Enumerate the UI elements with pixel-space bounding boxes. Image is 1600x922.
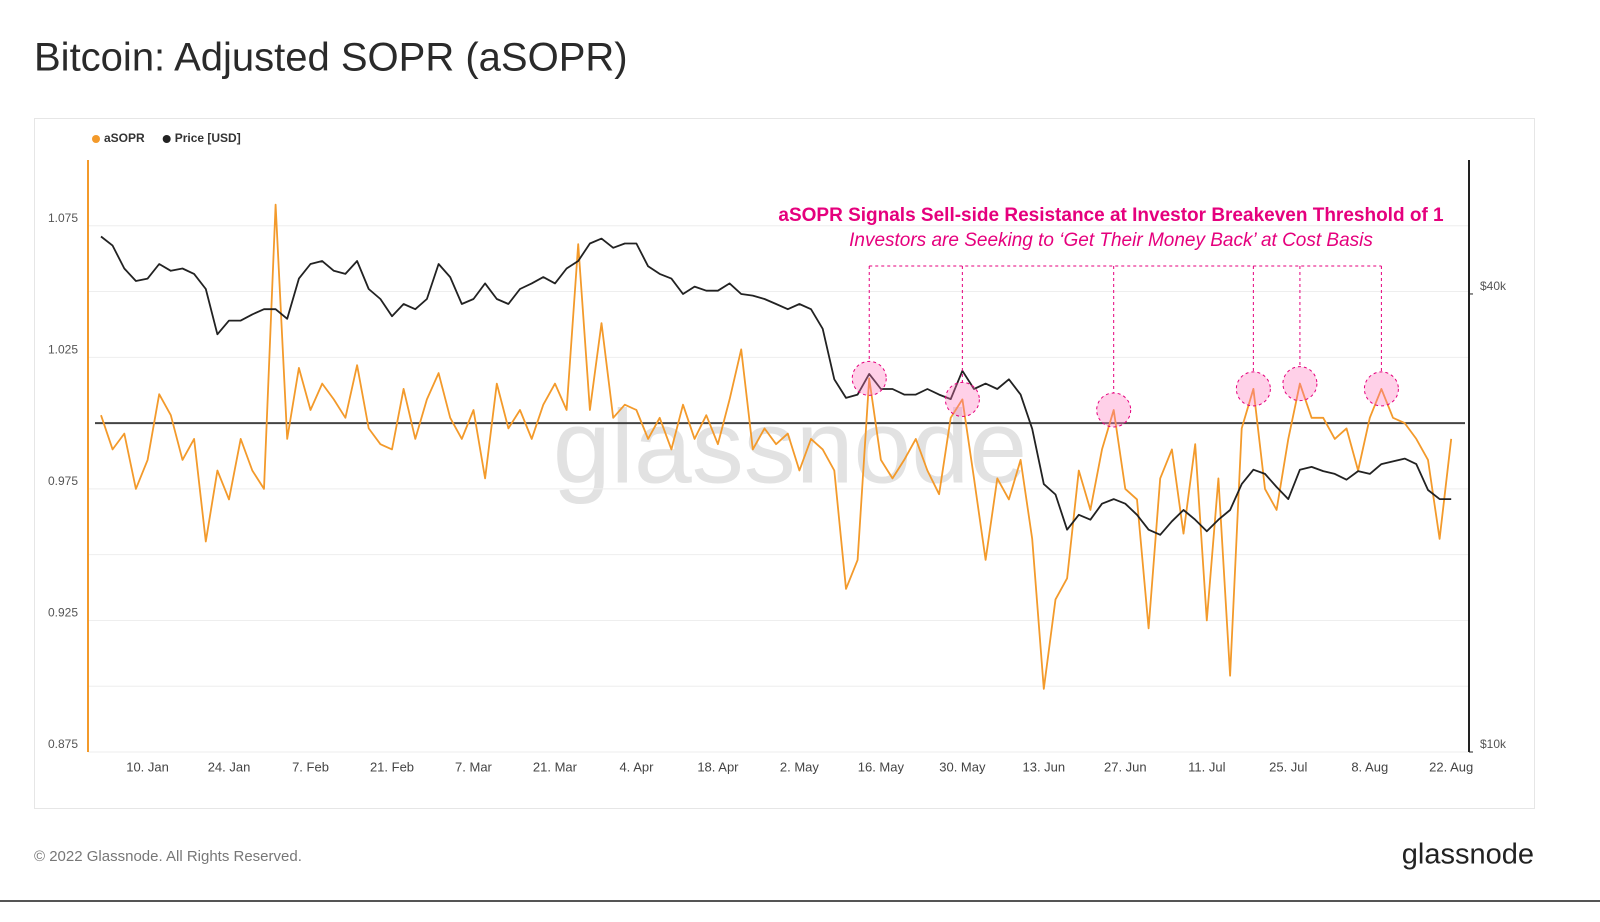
- x-tick-label: 4. Apr: [619, 759, 654, 774]
- y-tick-label: 1.075: [48, 211, 78, 225]
- y2-tick-label: $40k: [1480, 279, 1507, 293]
- x-tick-label: 25. Jul: [1269, 759, 1307, 774]
- x-tick-label: 18. Apr: [697, 759, 739, 774]
- annotation-title: aSOPR Signals Sell-side Resistance at In…: [778, 205, 1444, 226]
- annotation-subtitle: Investors are Seeking to ‘Get Their Mone…: [849, 230, 1373, 251]
- x-tick-label: 8. Aug: [1351, 759, 1388, 774]
- logo: glassnode: [1402, 839, 1534, 871]
- x-tick-label: 30. May: [939, 759, 986, 774]
- series-line: [100, 235, 1452, 536]
- x-tick-label: 21. Feb: [370, 759, 414, 774]
- highlight-circle: [851, 360, 887, 396]
- legend-label: Price [USD]: [175, 131, 241, 145]
- x-tick-label: 10. Jan: [126, 759, 169, 774]
- highlight-circle: [1363, 371, 1399, 407]
- x-tick-label: 7. Feb: [292, 759, 329, 774]
- legend-marker: [92, 135, 100, 143]
- x-tick-label: 7. Mar: [455, 759, 493, 774]
- x-tick-label: 2. May: [780, 759, 820, 774]
- y-tick-label: 1.025: [48, 343, 78, 357]
- footer: © 2022 Glassnode. All Rights Reserved.: [34, 848, 302, 865]
- highlight-circle: [1096, 392, 1132, 428]
- x-tick-label: 24. Jan: [208, 759, 251, 774]
- x-tick-label: 13. Jun: [1023, 759, 1066, 774]
- x-tick-label: 16. May: [858, 759, 905, 774]
- x-tick-label: 27. Jun: [1104, 759, 1147, 774]
- x-tick-label: 11. Jul: [1188, 759, 1225, 774]
- y-tick-label: 0.925: [48, 606, 78, 620]
- page-title: Bitcoin: Adjusted SOPR (aSOPR): [34, 36, 628, 80]
- x-tick-label: 21. Mar: [533, 759, 578, 774]
- highlight-circle: [1235, 371, 1271, 407]
- highlight-circle: [1282, 366, 1318, 402]
- series-line: [100, 203, 1453, 690]
- y-tick-label: 0.975: [48, 474, 78, 488]
- x-tick-label: 22. Aug: [1429, 759, 1473, 774]
- y2-tick-label: $10k: [1480, 737, 1507, 751]
- highlight-circle: [944, 381, 980, 417]
- y-tick-label: 0.875: [48, 737, 78, 751]
- legend-label: aSOPR: [104, 131, 145, 145]
- legend-marker: [162, 135, 171, 143]
